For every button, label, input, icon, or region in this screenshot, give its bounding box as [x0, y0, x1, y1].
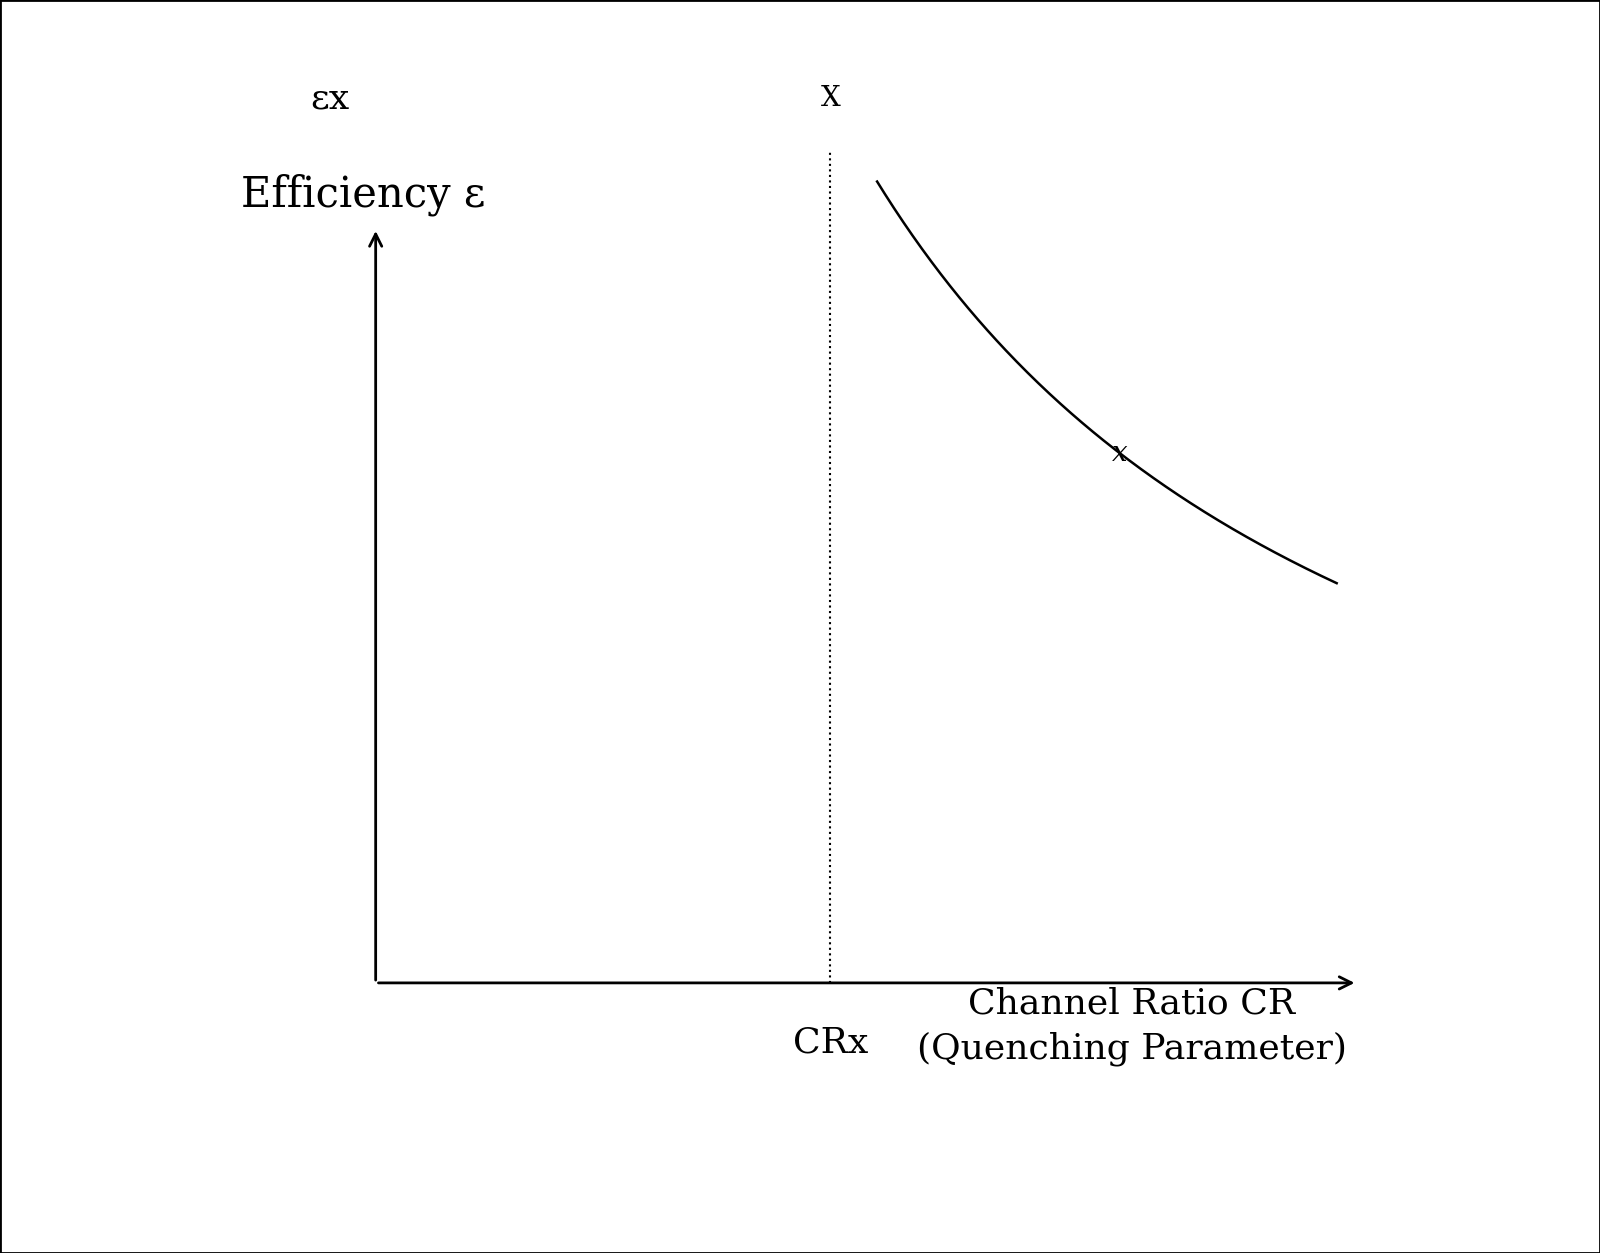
- Text: εx: εx: [310, 81, 350, 115]
- Text: CRx: CRx: [792, 1026, 869, 1060]
- Text: X: X: [821, 85, 840, 112]
- Text: Channel Ratio CR
(Quenching Parameter): Channel Ratio CR (Quenching Parameter): [917, 987, 1347, 1066]
- Text: x: x: [1112, 440, 1128, 466]
- Text: Efficiency ε: Efficiency ε: [242, 174, 486, 217]
